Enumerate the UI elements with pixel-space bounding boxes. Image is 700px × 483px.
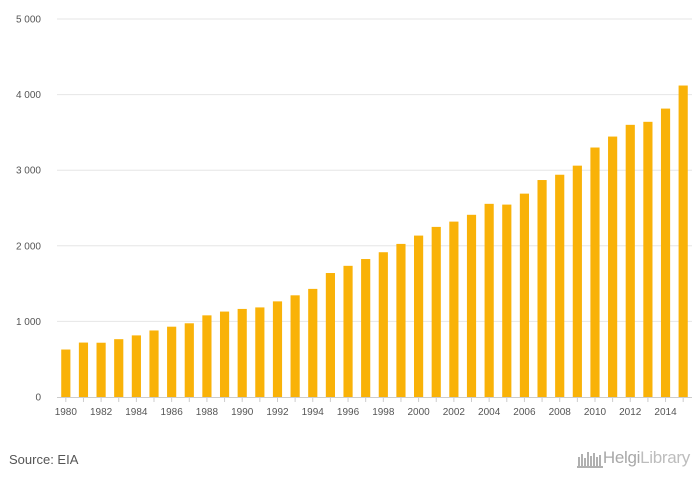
x-axis-ticks: 1980 1982 1984 1986 1988 1990 1992 1994 1996 1998… <box>55 398 684 418</box>
bar-1980[interactable] <box>61 349 71 397</box>
source-label: Source: EIA <box>9 452 79 467</box>
chart-footer: Source: EIA HelgiLibrary <box>0 440 700 483</box>
y-tick-label: 4 000 <box>16 90 41 101</box>
y-tick-label: 5 000 <box>16 15 41 26</box>
bar-2001[interactable] <box>431 226 441 397</box>
bar-1986[interactable] <box>167 326 177 397</box>
bar-2007[interactable] <box>537 180 547 397</box>
bars-group <box>61 85 688 397</box>
x-tick-label: 1992 <box>266 407 289 418</box>
bar-2009[interactable] <box>572 165 582 397</box>
bar-2010[interactable] <box>590 147 600 397</box>
x-tick-label: 2000 <box>407 407 430 418</box>
grid-lines <box>57 18 692 322</box>
bar-2012[interactable] <box>625 124 635 397</box>
y-tick-label: 1 000 <box>16 317 41 328</box>
x-tick-label: 2006 <box>513 407 536 418</box>
library-skyline-icon <box>576 452 603 468</box>
bar-1987[interactable] <box>184 323 194 397</box>
x-tick-label: 2002 <box>443 407 466 418</box>
bar-1992[interactable] <box>272 301 283 397</box>
bar-1996[interactable] <box>343 265 353 397</box>
logo-text-helgi: Helgi <box>602 448 641 467</box>
bar-2013[interactable] <box>643 121 653 397</box>
y-axis-ticks: 0 1 000 2 000 3 000 4 000 5 000 <box>16 15 41 404</box>
bar-2005[interactable] <box>502 204 512 397</box>
bar-2002[interactable] <box>449 221 459 397</box>
bar-2014[interactable] <box>660 108 671 397</box>
bar-2011[interactable] <box>608 136 618 397</box>
x-tick-label: 2004 <box>478 407 501 418</box>
bar-1982[interactable] <box>96 342 106 397</box>
bar-1990[interactable] <box>237 308 247 397</box>
bar-1988[interactable] <box>202 315 212 397</box>
y-tick-label: 3 000 <box>16 166 41 177</box>
bar-1993[interactable] <box>290 295 300 397</box>
x-tick-label: 2008 <box>549 407 572 418</box>
bar-1998[interactable] <box>378 252 388 397</box>
x-tick-label: 1988 <box>196 407 219 418</box>
x-tick-label: 2012 <box>619 407 642 418</box>
x-tick-label: 1982 <box>90 407 113 418</box>
logo-text-library: Library <box>640 448 690 467</box>
bar-2006[interactable] <box>519 193 530 397</box>
x-tick-label: 1994 <box>302 407 325 418</box>
helgilibrary-logo[interactable]: HelgiLibrary <box>576 448 690 468</box>
x-tick-label: 1998 <box>372 407 395 418</box>
bar-1997[interactable] <box>361 259 371 397</box>
bar-1991[interactable] <box>255 307 265 397</box>
bar-1984[interactable] <box>131 335 141 397</box>
bar-1983[interactable] <box>114 339 124 397</box>
x-tick-label: 2010 <box>584 407 607 418</box>
x-tick-label: 1986 <box>161 407 184 418</box>
bar-2000[interactable] <box>414 235 424 397</box>
x-tick-label: 1984 <box>125 407 148 418</box>
bar-1989[interactable] <box>219 311 230 397</box>
bar-2003[interactable] <box>466 214 477 397</box>
y-tick-label: 2 000 <box>16 241 41 252</box>
bar-1981[interactable] <box>78 342 89 397</box>
x-tick-label: 1996 <box>337 407 360 418</box>
bar-2004[interactable] <box>484 203 494 397</box>
bar-1985[interactable] <box>149 330 159 397</box>
x-tick-label: 2014 <box>654 407 677 418</box>
bar-1994[interactable] <box>308 288 318 397</box>
logo-text: HelgiLibrary <box>603 448 690 468</box>
bar-1999[interactable] <box>396 243 406 397</box>
bar-1995[interactable] <box>325 273 335 397</box>
x-tick-label: 1980 <box>55 407 78 418</box>
x-tick-label: 1990 <box>231 407 254 418</box>
bar-2008[interactable] <box>555 174 565 397</box>
y-tick-label: 0 <box>35 393 41 404</box>
bar-2015[interactable] <box>678 85 688 397</box>
